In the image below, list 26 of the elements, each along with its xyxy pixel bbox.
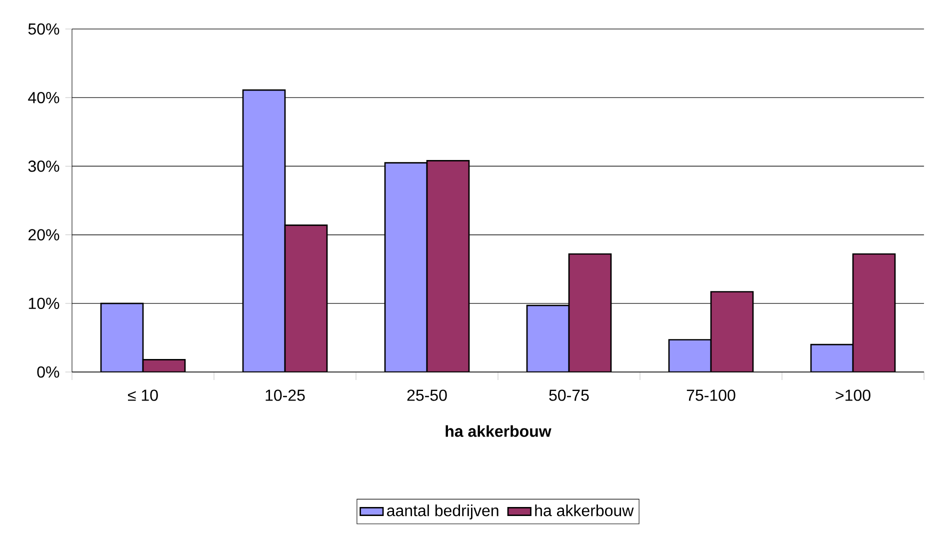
bar xyxy=(710,291,754,372)
y-tick-label: 20% xyxy=(28,229,60,240)
bar xyxy=(100,302,144,372)
x-tick-label: 25-50 xyxy=(407,390,447,401)
y-tick-label: 50% xyxy=(28,23,60,35)
x-tick-label: 75-100 xyxy=(686,390,736,401)
bar xyxy=(852,253,896,372)
x-tick-label: ≤ 10 xyxy=(128,390,158,401)
legend-label: aantal bedrijven xyxy=(387,504,498,520)
bar xyxy=(526,304,570,372)
x-tick-label: 50-75 xyxy=(549,390,589,401)
x-tick-label: 10-25 xyxy=(266,390,305,401)
bar xyxy=(242,89,286,372)
bar xyxy=(810,344,854,372)
bar xyxy=(426,160,470,372)
bar xyxy=(568,253,612,372)
y-tick-label: 30% xyxy=(28,160,60,172)
x-tick-label: >100 xyxy=(836,390,870,401)
y-tick-label: 10% xyxy=(28,298,60,310)
bar xyxy=(284,224,328,372)
bar xyxy=(384,162,428,372)
x-axis-title: ha akkerbouw xyxy=(446,425,552,437)
y-tick-label: 0% xyxy=(37,366,60,378)
legend-label: ha akkerbouw xyxy=(535,504,634,516)
y-tick-label: 40% xyxy=(28,92,60,104)
bar xyxy=(668,339,712,372)
